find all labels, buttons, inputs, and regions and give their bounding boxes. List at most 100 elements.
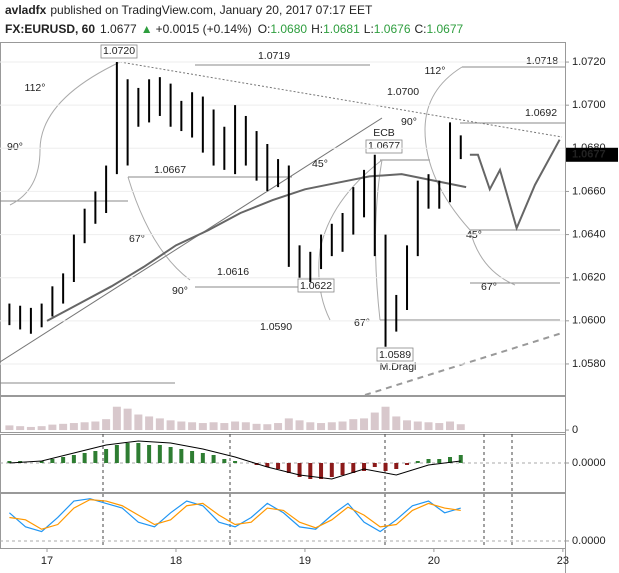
y-tick-label: 1.0640: [572, 228, 606, 240]
x-tick-label: 20: [428, 555, 440, 567]
histogram-bar: [82, 453, 87, 463]
x-tick-label: 23: [557, 555, 569, 567]
moving-average: [46, 173, 467, 322]
annotation: 1.0677: [368, 140, 400, 152]
volume-bar: [413, 421, 422, 431]
annotation: M.Dragi: [380, 361, 417, 373]
volume-bar: [403, 420, 412, 431]
volume-bar: [37, 426, 46, 431]
volume-bar: [26, 426, 35, 431]
annotation: 1.0589: [379, 349, 411, 361]
forecast-path: [469, 139, 561, 232]
histogram-bar: [286, 463, 291, 473]
histogram-bar: [190, 451, 195, 463]
y-tick-label: 1.0700: [572, 99, 606, 111]
ohlc-label: O:: [258, 22, 271, 36]
angle-label: 90°: [401, 116, 417, 128]
histogram-bar: [362, 463, 367, 471]
change: +0.0015 (+0.14%): [156, 22, 252, 36]
volume-bar: [209, 422, 218, 431]
ohlc-value: 1.0677: [427, 22, 464, 36]
histogram-bar: [168, 447, 173, 463]
angle-arc: [318, 159, 383, 321]
separators: [102, 434, 513, 548]
volume-bar: [112, 406, 121, 431]
histogram-bar: [50, 459, 55, 463]
ohlc-label: L:: [364, 22, 374, 36]
published: published on TradingView.com, January 20…: [50, 3, 373, 17]
histogram-bar: [394, 463, 399, 469]
histogram-bar: [136, 443, 141, 463]
histogram-bar: [157, 445, 162, 463]
histogram-bar: [329, 463, 334, 477]
volume-bar: [392, 416, 401, 431]
angle-arc: [374, 159, 383, 321]
up-arrow: ▲: [141, 22, 153, 36]
histogram-bar: [405, 463, 410, 465]
publish-line: avladfx published on TradingView.com, Jan…: [5, 3, 373, 17]
y-tick-label: 1.0720: [572, 56, 606, 68]
histogram-bar: [415, 461, 420, 463]
histogram-bar: [222, 459, 227, 463]
volume-bar: [317, 423, 326, 431]
histogram-bar: [7, 461, 12, 463]
x-tick-label: 17: [41, 555, 53, 567]
histogram-bar: [125, 443, 130, 463]
volume-bar: [134, 414, 143, 431]
histogram-bar: [319, 463, 324, 479]
volume-bar: [69, 423, 78, 431]
annotation: ECB: [373, 127, 395, 139]
volume-bar: [274, 423, 283, 431]
annotation: 1.0718: [526, 55, 558, 67]
histogram-bar: [351, 463, 356, 473]
annotation: 1.0720: [103, 45, 135, 57]
quote-line: FX:EURUSD, 60 1.0677 ▲ +0.0015 (+0.14%) O:1.…: [5, 22, 464, 36]
histogram-bar: [340, 463, 345, 475]
ohlc-value: 1.0680: [270, 22, 307, 36]
angle-label: 90°: [7, 141, 23, 153]
volume-bar: [48, 424, 57, 431]
annotation: 1.0616: [217, 266, 249, 278]
volume-bar: [306, 422, 315, 431]
trend-line: [0, 117, 383, 363]
angle-label: 67°: [354, 317, 370, 329]
angle-label: 112°: [25, 82, 46, 94]
histogram-bar: [308, 463, 313, 479]
histogram-bar: [265, 463, 270, 467]
angle-arc: [127, 176, 191, 281]
ohlc-value: 1.0676: [374, 22, 411, 36]
macd-line: [9, 440, 461, 480]
histogram-bar: [147, 445, 152, 463]
volume-bar: [327, 422, 336, 431]
volume-bar: [155, 418, 164, 431]
histogram-bar: [437, 459, 442, 463]
histogram-bar: [71, 455, 76, 463]
volume-bar: [370, 412, 379, 431]
angle-label: 67°: [129, 233, 145, 245]
volume-bar: [456, 424, 465, 431]
angle-label: 45°: [312, 158, 328, 170]
histogram-bar: [39, 461, 44, 463]
histogram-bar: [458, 455, 463, 463]
histogram-bar: [114, 445, 119, 463]
y-tick-label: 1.0580: [572, 358, 606, 370]
volume-bar: [338, 421, 347, 431]
x-tick-label: 19: [299, 555, 311, 567]
y-tick-label: 1.0660: [572, 185, 606, 197]
volume-bar: [91, 421, 100, 431]
oscillator-line: [9, 499, 461, 530]
volume-bar: [435, 423, 444, 431]
histogram-bar: [93, 451, 98, 463]
volume-bar: [446, 421, 455, 431]
x-tick-label: 18: [170, 555, 182, 567]
ohlc-label: H:: [311, 22, 323, 36]
volume-bar: [349, 419, 358, 431]
histogram-bar: [61, 457, 66, 463]
volume-bar: [59, 423, 68, 431]
angle-arc: [469, 229, 516, 286]
oscillator-line: [9, 498, 461, 533]
volume-bar: [16, 426, 25, 431]
ohlc-label: C:: [415, 22, 427, 36]
annotation: 1.0590: [260, 321, 292, 333]
